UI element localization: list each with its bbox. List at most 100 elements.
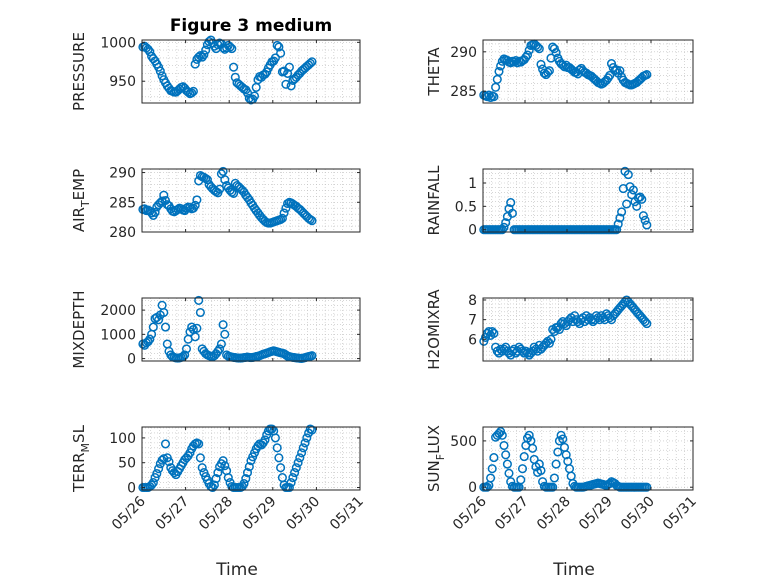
data-point	[536, 465, 546, 476]
data-point	[260, 435, 270, 445]
data-point	[159, 190, 169, 200]
y-axis-label-suffix: SL	[70, 424, 88, 443]
data-point	[145, 334, 155, 344]
data-point	[159, 307, 169, 318]
data-point	[160, 439, 171, 449]
data-point	[497, 225, 507, 235]
data-point	[486, 473, 496, 483]
y-tick-label: 6	[468, 332, 477, 348]
data-point	[143, 44, 153, 54]
y-tick-label: 0	[468, 223, 477, 239]
data-point	[642, 220, 652, 230]
x-tick-label: 05/26	[450, 493, 490, 533]
y-tick-label: 50	[118, 456, 136, 472]
data-point	[519, 348, 529, 358]
data-point	[145, 47, 155, 57]
data-point	[543, 67, 553, 77]
data-point	[504, 468, 514, 478]
x-tick-label: 05/29	[240, 494, 280, 534]
data-point	[276, 48, 286, 58]
x-axis-label: Time	[215, 560, 258, 580]
y-axis-label-main: MIXDEPTH	[70, 290, 88, 368]
x-tick-label: 05/28	[196, 494, 236, 534]
data-point	[215, 184, 225, 194]
chart-title: Figure 3 medium	[170, 16, 332, 36]
data-point	[187, 322, 197, 332]
data-point	[249, 91, 260, 101]
data-point	[190, 59, 200, 69]
data-point	[225, 42, 235, 52]
data-point	[487, 464, 497, 474]
data-point	[305, 58, 315, 68]
data-point	[274, 42, 284, 52]
data-point	[202, 175, 212, 185]
axes-frame	[482, 297, 694, 362]
data-point	[583, 315, 593, 325]
data-point	[534, 459, 544, 469]
y-tick-label: 0	[127, 481, 136, 497]
data-point	[147, 480, 157, 490]
data-point	[160, 322, 171, 332]
y-tick-label: 950	[109, 74, 136, 90]
data-point	[270, 433, 280, 443]
y-tick-label: 500	[450, 434, 477, 450]
y-tick-label: 7	[468, 313, 477, 329]
y-axis-label: MIXDEPTH	[70, 290, 88, 368]
data-point	[195, 453, 205, 463]
data-point	[183, 87, 193, 97]
x-axis-label: Time	[552, 560, 595, 580]
data-point	[612, 225, 622, 235]
data-point	[155, 66, 165, 76]
axes-frame	[141, 168, 361, 233]
data-point	[211, 474, 221, 484]
data-point	[242, 468, 253, 478]
data-point	[516, 475, 526, 485]
data-point	[220, 329, 230, 339]
y-tick-label: 1	[468, 176, 477, 192]
data-point	[192, 323, 202, 333]
x-tick-label: 05/30	[283, 494, 323, 534]
data-point	[213, 346, 223, 356]
data-point	[544, 66, 554, 76]
data-point	[615, 66, 625, 76]
y-axis-label-subscript: T	[79, 200, 92, 208]
data-point	[197, 52, 207, 62]
data-point	[558, 434, 568, 444]
data-point	[553, 447, 563, 457]
data-point	[272, 40, 282, 50]
y-axis-label: THETA	[425, 47, 443, 97]
data-point	[494, 66, 504, 77]
data-point	[499, 222, 509, 232]
data-point	[229, 188, 239, 198]
data-point	[181, 344, 192, 354]
data-point	[267, 424, 277, 434]
x-tick-label: 05/30	[618, 494, 658, 534]
y-tick-label: 290	[109, 166, 136, 182]
data-point	[521, 52, 531, 62]
subplot-6: 6 7 8 H2OMIXRA	[425, 289, 694, 370]
y-tick-label: 0	[127, 352, 136, 368]
data-point	[622, 199, 632, 209]
data-point	[551, 48, 561, 58]
data-point	[283, 68, 293, 78]
data-point	[195, 51, 205, 61]
data-point	[286, 478, 296, 488]
subplot-8: 0 500 05/26 05/27 05/28 05/29 05/30 05/31 SUNFLU…	[425, 425, 700, 580]
data-point	[197, 463, 207, 473]
data-point	[561, 450, 571, 460]
y-axis-label-main: RAINFALL	[425, 165, 443, 236]
data-point	[227, 44, 237, 54]
data-point	[487, 326, 497, 337]
data-point	[218, 320, 228, 330]
data-point	[637, 194, 647, 204]
data-point	[208, 482, 218, 493]
data-point	[272, 443, 282, 453]
data-point	[551, 459, 561, 469]
y-axis-label-subscript: F	[434, 454, 447, 460]
y-tick-label: 290	[450, 45, 477, 61]
y-axis-label-main: AIR	[70, 207, 88, 232]
data-point	[506, 58, 516, 68]
y-tick-label: 0.5	[455, 199, 477, 215]
data-point	[517, 346, 528, 356]
data-point	[143, 337, 153, 347]
